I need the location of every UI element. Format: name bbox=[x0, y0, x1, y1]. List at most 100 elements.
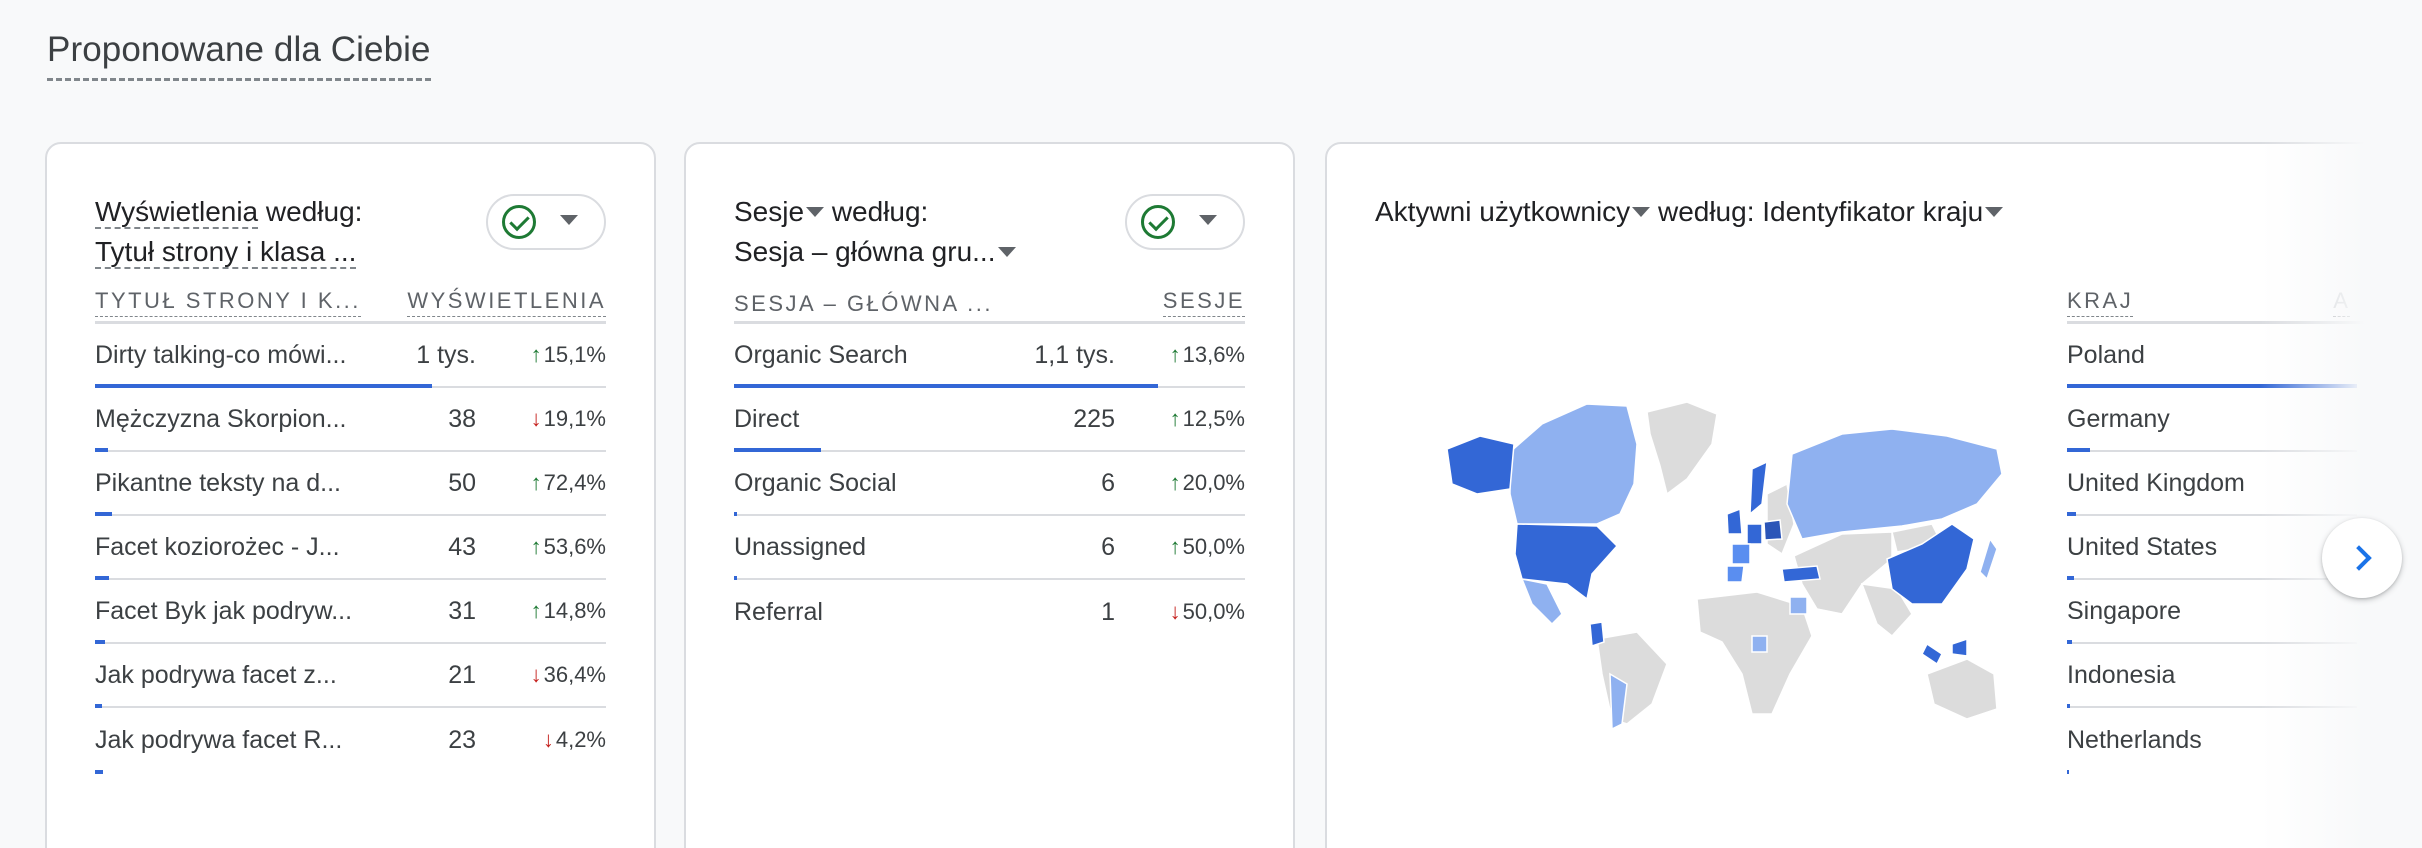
row-value: 6 bbox=[1101, 468, 1115, 497]
row-delta: ↑50,0% bbox=[1115, 534, 1245, 560]
delta-value: 13,6% bbox=[1182, 342, 1245, 367]
row-value: 21 bbox=[448, 660, 476, 689]
row-label: Organic Search bbox=[734, 340, 908, 369]
insight-status-dropdown[interactable] bbox=[1125, 194, 1245, 250]
row-label: Pikantne teksty na d... bbox=[95, 468, 341, 497]
arrow-up-icon: ↑ bbox=[1169, 470, 1181, 495]
section-title[interactable]: Proponowane dla Ciebie bbox=[47, 30, 431, 81]
row-share-bar bbox=[95, 640, 106, 644]
arrow-down-icon: ↓ bbox=[1169, 599, 1181, 624]
row-share-bar bbox=[2067, 384, 2357, 388]
col-header-metric[interactable]: A bbox=[2333, 288, 2351, 317]
metric-selector[interactable]: Sesje bbox=[734, 196, 825, 227]
metric-selector[interactable]: Aktywni użytkownicy bbox=[1375, 196, 1651, 227]
row-label: Facet koziorożec - J... bbox=[95, 532, 340, 561]
col-header-dimension[interactable]: TYTUŁ STRONY I K... bbox=[95, 288, 361, 317]
row-delta: ↑15,1% bbox=[476, 342, 606, 368]
col-header-metric[interactable]: SESJE bbox=[1162, 288, 1245, 317]
card-title: Aktywni użytkownicy według: Identyfikato… bbox=[1375, 192, 2004, 232]
row-delta: ↑72,4% bbox=[476, 470, 606, 496]
arrow-down-icon: ↓ bbox=[530, 662, 542, 687]
row-label: United States bbox=[2067, 532, 2218, 561]
table-row[interactable]: Dirty talking-co mówi... 1 tys. ↑15,1% bbox=[95, 324, 606, 388]
row-label: Referral bbox=[734, 597, 823, 626]
world-map[interactable] bbox=[1422, 374, 2027, 734]
arrow-up-icon: ↑ bbox=[1169, 534, 1181, 559]
table-header: KRAJ A bbox=[2067, 284, 2422, 324]
row-label: Dirty talking-co mówi... bbox=[95, 340, 347, 369]
row-share-bar bbox=[95, 384, 433, 388]
col-header-metric[interactable]: WYŚWIETLENIA bbox=[407, 288, 606, 317]
table-row[interactable]: Facet Byk jak podryw... 31 ↑14,8% bbox=[95, 580, 606, 644]
row-share-bar bbox=[2067, 448, 2091, 452]
table-header: TYTUŁ STRONY I K... WYŚWIETLENIA bbox=[95, 284, 606, 324]
row-value: 50 bbox=[448, 468, 476, 497]
table-header: SESJA – GŁÓWNA ... SESJE bbox=[734, 284, 1245, 324]
table-row[interactable]: United Kingdom bbox=[2067, 452, 2357, 516]
row-value: 31 bbox=[448, 596, 476, 625]
arrow-up-icon: ↑ bbox=[1169, 342, 1181, 367]
table-row[interactable]: Germany bbox=[2067, 388, 2357, 452]
table-row[interactable]: Organic Search 1,1 tys. ↑13,6% bbox=[734, 324, 1245, 388]
row-share-bar bbox=[95, 448, 108, 452]
table-row[interactable]: United States bbox=[2067, 516, 2357, 580]
table-row[interactable]: Facet koziorożec - J... 43 ↑53,6% bbox=[95, 516, 606, 580]
table-row[interactable]: Poland bbox=[2067, 324, 2357, 388]
row-share-bar bbox=[95, 576, 110, 580]
caret-down-icon bbox=[1985, 206, 2004, 217]
row-share-bar bbox=[2067, 576, 2074, 580]
arrow-down-icon: ↓ bbox=[530, 406, 542, 431]
title-by: według: bbox=[831, 196, 929, 227]
country-table: KRAJ A Poland Germany United Kingdom United… bbox=[2067, 284, 2422, 774]
row-label: Indonesia bbox=[2067, 660, 2176, 689]
table-row[interactable]: Direct 225 ↑12,5% bbox=[734, 388, 1245, 452]
row-delta: ↑20,0% bbox=[1115, 470, 1245, 496]
row-delta: ↓50,0% bbox=[1115, 599, 1245, 625]
delta-value: 15,1% bbox=[543, 342, 606, 367]
col-header-country[interactable]: KRAJ bbox=[2067, 288, 2134, 317]
col-header-dimension[interactable]: SESJA – GŁÓWNA ... bbox=[734, 291, 993, 316]
row-share-bar bbox=[2067, 770, 2070, 774]
table-row[interactable]: Unassigned 6 ↑50,0% bbox=[734, 516, 1245, 580]
caret-down-icon bbox=[806, 206, 825, 217]
insight-status-dropdown[interactable] bbox=[486, 194, 606, 250]
row-label: Organic Social bbox=[734, 468, 897, 497]
table-row[interactable]: Organic Social 6 ↑20,0% bbox=[734, 452, 1245, 516]
delta-value: 19,1% bbox=[543, 406, 606, 431]
table-row[interactable]: Mężczyzna Skorpion... 38 ↓19,1% bbox=[95, 388, 606, 452]
card-sessions-by-channel: Sesje według: Sesja – główna gru... SESJ… bbox=[684, 142, 1295, 848]
row-share-bar bbox=[2067, 640, 2073, 644]
carousel-next-button[interactable] bbox=[2322, 518, 2402, 598]
table-row[interactable]: Netherlands bbox=[2067, 708, 2357, 774]
arrow-down-icon: ↓ bbox=[542, 727, 554, 752]
metric-selector[interactable]: Wyświetlenia bbox=[95, 196, 259, 229]
row-share-bar bbox=[2067, 512, 2076, 516]
row-value: 1 tys. bbox=[416, 340, 476, 369]
table-row[interactable]: Singapore bbox=[2067, 580, 2357, 644]
caret-down-icon bbox=[1199, 215, 1217, 225]
row-delta: ↓36,4% bbox=[476, 662, 606, 688]
dimension-selector[interactable]: Identyfikator kraju bbox=[1762, 196, 2004, 227]
table-row[interactable]: Jak podrywa facet z... 21 ↓36,4% bbox=[95, 644, 606, 708]
row-share-bar bbox=[734, 512, 738, 516]
dimension-selector[interactable]: Tytuł strony i klasa ... bbox=[95, 236, 357, 269]
check-circle-icon bbox=[502, 205, 536, 239]
title-by: według: bbox=[1657, 196, 1755, 227]
table-row[interactable]: Jak podrywa facet R... 23 ↓4,2% bbox=[95, 708, 606, 774]
row-label: Poland bbox=[2067, 340, 2145, 369]
delta-value: 20,0% bbox=[1182, 470, 1245, 495]
row-share-bar bbox=[95, 512, 112, 516]
row-value: 225 bbox=[1073, 404, 1115, 433]
delta-value: 12,5% bbox=[1182, 406, 1245, 431]
table-row[interactable]: Referral 1 ↓50,0% bbox=[734, 580, 1245, 644]
arrow-up-icon: ↑ bbox=[530, 534, 542, 559]
table-row[interactable]: Indonesia bbox=[2067, 644, 2357, 708]
row-label: Singapore bbox=[2067, 596, 2181, 625]
arrow-up-icon: ↑ bbox=[1169, 406, 1181, 431]
delta-value: 53,6% bbox=[543, 534, 606, 559]
chevron-right-icon bbox=[2346, 545, 2372, 571]
dimension-selector[interactable]: Sesja – główna gru... bbox=[734, 236, 1016, 267]
row-label: Facet Byk jak podryw... bbox=[95, 596, 353, 625]
row-label: Germany bbox=[2067, 404, 2170, 433]
table-row[interactable]: Pikantne teksty na d... 50 ↑72,4% bbox=[95, 452, 606, 516]
